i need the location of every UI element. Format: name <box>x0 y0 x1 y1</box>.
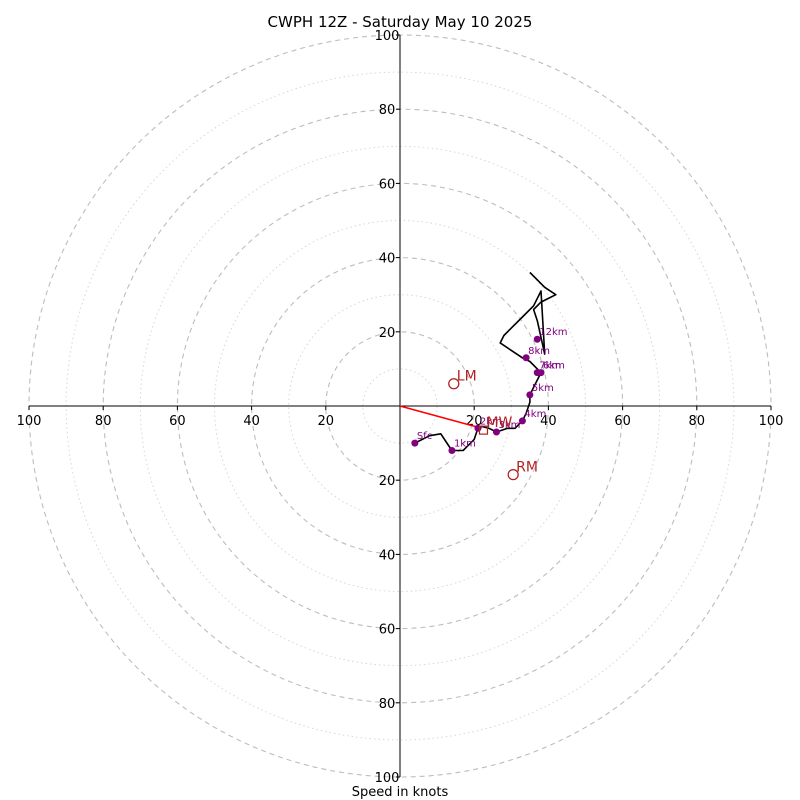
motion-label-MW: MW <box>486 415 512 431</box>
level-label-3km: 3km <box>498 420 520 431</box>
level-marker-12km <box>533 335 541 343</box>
level-label-6km: 6km <box>543 361 565 372</box>
x-tick-label: 100 <box>759 414 784 429</box>
level-label-Sfc: Sfc <box>417 431 432 442</box>
y-tick-label: 20 <box>379 326 396 341</box>
y-tick-label: 100 <box>375 771 400 786</box>
y-tick-label: 60 <box>379 177 396 192</box>
motion-marker-RM <box>507 468 519 481</box>
level-label-8km: 8km <box>528 346 550 357</box>
x-tick-label: 40 <box>540 414 557 429</box>
level-marker-8km <box>522 354 530 362</box>
y-tick-label: 100 <box>375 29 400 44</box>
level-marker-1km <box>448 447 456 455</box>
level-marker-3km <box>492 428 500 436</box>
motion-label-RM: RM <box>516 460 538 476</box>
shear-vector-line <box>399 405 482 430</box>
y-tick-label: 40 <box>379 252 396 267</box>
level-marker-7km <box>533 369 541 377</box>
motion-label-LM: LM <box>457 369 477 385</box>
y-tick-label: 40 <box>379 548 396 563</box>
level-marker-Sfc <box>411 439 419 447</box>
hodograph-trace <box>414 271 557 452</box>
y-tick-label: 60 <box>379 623 396 638</box>
x-tick-label: 60 <box>169 414 186 429</box>
y-tick-label: 20 <box>379 474 396 489</box>
level-label-2km: 2km <box>480 416 502 427</box>
motion-marker-LM <box>448 378 460 390</box>
chart-title: CWPH 12Z - Saturday May 10 2025 <box>268 13 533 31</box>
x-tick-label: 60 <box>614 414 631 429</box>
level-label-12km: 12km <box>539 327 567 338</box>
x-tick-label: 80 <box>95 414 112 429</box>
x-tick-label: 80 <box>689 414 706 429</box>
level-label-7km: 7km <box>539 361 561 372</box>
x-tick-label: 20 <box>318 414 335 429</box>
level-label-5km: 5km <box>532 383 554 394</box>
level-label-1km: 1km <box>454 439 476 450</box>
x-tick-label: 100 <box>17 414 42 429</box>
x-tick-label: 40 <box>243 414 260 429</box>
motion-marker-MW <box>478 425 489 435</box>
y-tick-label: 80 <box>379 697 396 712</box>
shear-vector <box>399 405 482 430</box>
x-axis-label: Speed in knots <box>352 785 449 800</box>
level-marker-5km <box>526 391 534 399</box>
level-marker-4km <box>518 417 526 425</box>
y-tick-label: 80 <box>379 103 396 118</box>
hodograph-line <box>414 271 557 452</box>
level-label-4km: 4km <box>524 409 546 420</box>
storm-motions: LM MW RM <box>448 369 538 481</box>
